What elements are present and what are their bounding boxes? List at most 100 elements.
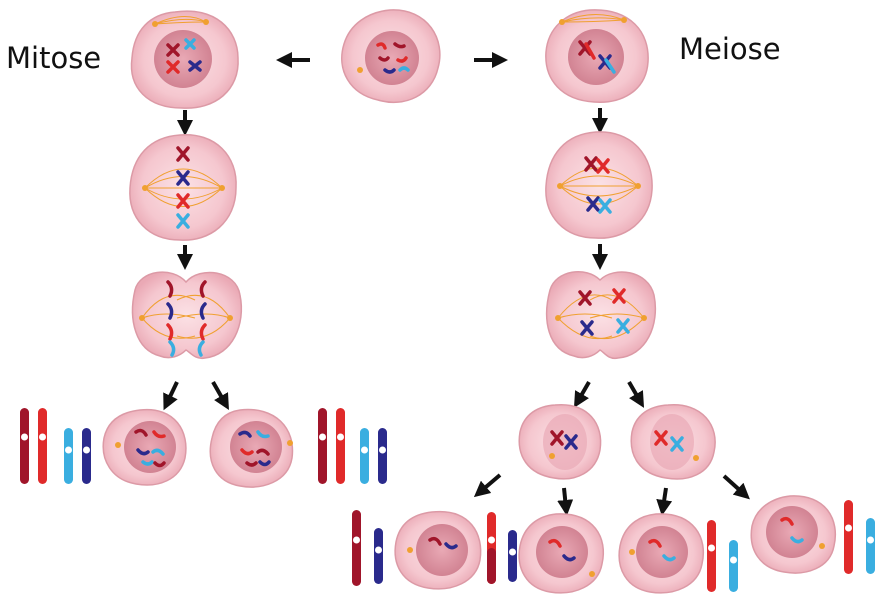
chromosome-icon: [168, 340, 176, 357]
meiosis-label: Meiose: [679, 32, 781, 66]
arrow-icon: [557, 487, 574, 516]
chromosome-set-meiosis-3: [707, 520, 738, 592]
chromosome-icon: [20, 408, 29, 484]
centrosome-icon: [227, 315, 233, 321]
chromosome-icon: [654, 430, 668, 446]
arrow-icon: [163, 381, 179, 411]
chromosome-icon: [153, 461, 166, 468]
centrosome-icon: [589, 571, 595, 577]
chromosome-icon: [612, 288, 626, 304]
nucleus: [124, 421, 176, 473]
chromosome-icon: [176, 170, 190, 186]
chromosome-icon: [393, 42, 406, 49]
nucleus: [766, 506, 818, 558]
chromosome-icon: [378, 428, 387, 484]
nucleus: [543, 414, 587, 470]
cell-meiosis-2-right: [630, 404, 716, 480]
chromosome-icon: [238, 430, 252, 438]
chromosome-icon: [197, 340, 205, 357]
chromosome-set-meiosis-4: [844, 500, 875, 574]
centrosome-icon: [407, 547, 413, 553]
chromosome-icon: [166, 280, 174, 298]
chromosome-icon: [866, 518, 875, 574]
chromosome-icon: [199, 280, 207, 298]
cell-meiosis-prophase-1: [545, 9, 649, 103]
chromosome-icon: [141, 460, 154, 466]
chromosome-icon: [136, 448, 150, 456]
cell-meiosis-anaphase-1: [545, 271, 656, 360]
centrosome-icon: [287, 440, 293, 446]
centrosome-icon: [693, 455, 699, 461]
chromosome-icon: [396, 56, 408, 63]
centrosome-icon: [203, 19, 209, 25]
chromosome-icon: [383, 68, 396, 74]
chromosome-icon: [199, 323, 207, 341]
arrows: [163, 52, 750, 516]
chromosome-icon: [151, 448, 165, 456]
chromosome-icon: [648, 538, 662, 548]
arrow-icon: [573, 380, 591, 408]
centrosome-icon: [142, 185, 148, 191]
arrow-icon: [627, 380, 645, 408]
chromosome-icon: [508, 530, 517, 582]
chromosome-icon: [564, 434, 578, 450]
cell-gamete-2: [518, 513, 604, 594]
chromosome-icon: [176, 146, 190, 162]
chromosome-icon: [352, 510, 361, 586]
chromosome-icon: [64, 428, 73, 484]
cell-meiosis-metaphase-1: [545, 131, 653, 239]
chromosome-icon: [616, 318, 630, 334]
centrosome-icon: [559, 19, 565, 25]
chromosome-icon: [580, 320, 594, 336]
centrosome-icon: [621, 17, 627, 23]
arrow-icon: [656, 487, 673, 516]
arrow-icon: [722, 474, 750, 500]
chromosome-icon: [548, 538, 562, 548]
chromosome-icon: [584, 42, 596, 60]
chromosome-icon: [378, 56, 390, 62]
spindle: [154, 16, 207, 25]
chromosome-icon: [318, 408, 327, 484]
chromosome-icon: [360, 428, 369, 484]
nucleus: [154, 30, 212, 88]
centrosome-icon: [819, 543, 825, 549]
chromosome-icon: [134, 428, 148, 437]
cell-meiosis-2-left: [518, 404, 602, 480]
centrosome-icon: [152, 21, 158, 27]
cell-gamete-1: [394, 510, 482, 590]
chromosome-icon: [376, 42, 387, 50]
cell-mitosis-daughter-1: [102, 408, 187, 486]
centrosome-icon: [115, 442, 121, 448]
chromosome-icon: [780, 516, 794, 526]
chromosome-icon: [166, 302, 174, 320]
chromosome-icon: [256, 448, 270, 456]
chromosome-icon: [82, 428, 91, 484]
chromosome-icon: [550, 430, 564, 446]
chromosome-icon: [578, 40, 592, 56]
arrow-icon: [473, 473, 502, 498]
chromosome-icon: [729, 540, 738, 592]
chromosome-icon: [844, 500, 853, 574]
spindle: [559, 167, 639, 205]
chromosome-icon: [166, 323, 174, 341]
cell-mitosis-prophase: [130, 10, 239, 109]
centrosome-icon: [357, 67, 363, 73]
chromosome-icon: [176, 193, 190, 209]
nucleus: [650, 414, 694, 470]
chromosome-icon: [670, 436, 684, 452]
centrosome-icon: [219, 185, 225, 191]
chromosome-icon: [184, 38, 196, 50]
chromosome-icon: [240, 448, 254, 456]
chromosome-set-meiosis-2: [487, 512, 517, 584]
nucleus: [416, 524, 468, 576]
chromosome-set-meiosis-1: [352, 510, 383, 586]
cell-mitosis-daughter-2: [209, 408, 294, 488]
centrosome-icon: [557, 183, 563, 189]
chromosome-icon: [596, 158, 610, 174]
spindle: [141, 294, 231, 339]
cell-gamete-4: [750, 495, 836, 574]
chromosome-icon: [38, 408, 47, 484]
mitosis-label: Mitose: [6, 41, 102, 75]
